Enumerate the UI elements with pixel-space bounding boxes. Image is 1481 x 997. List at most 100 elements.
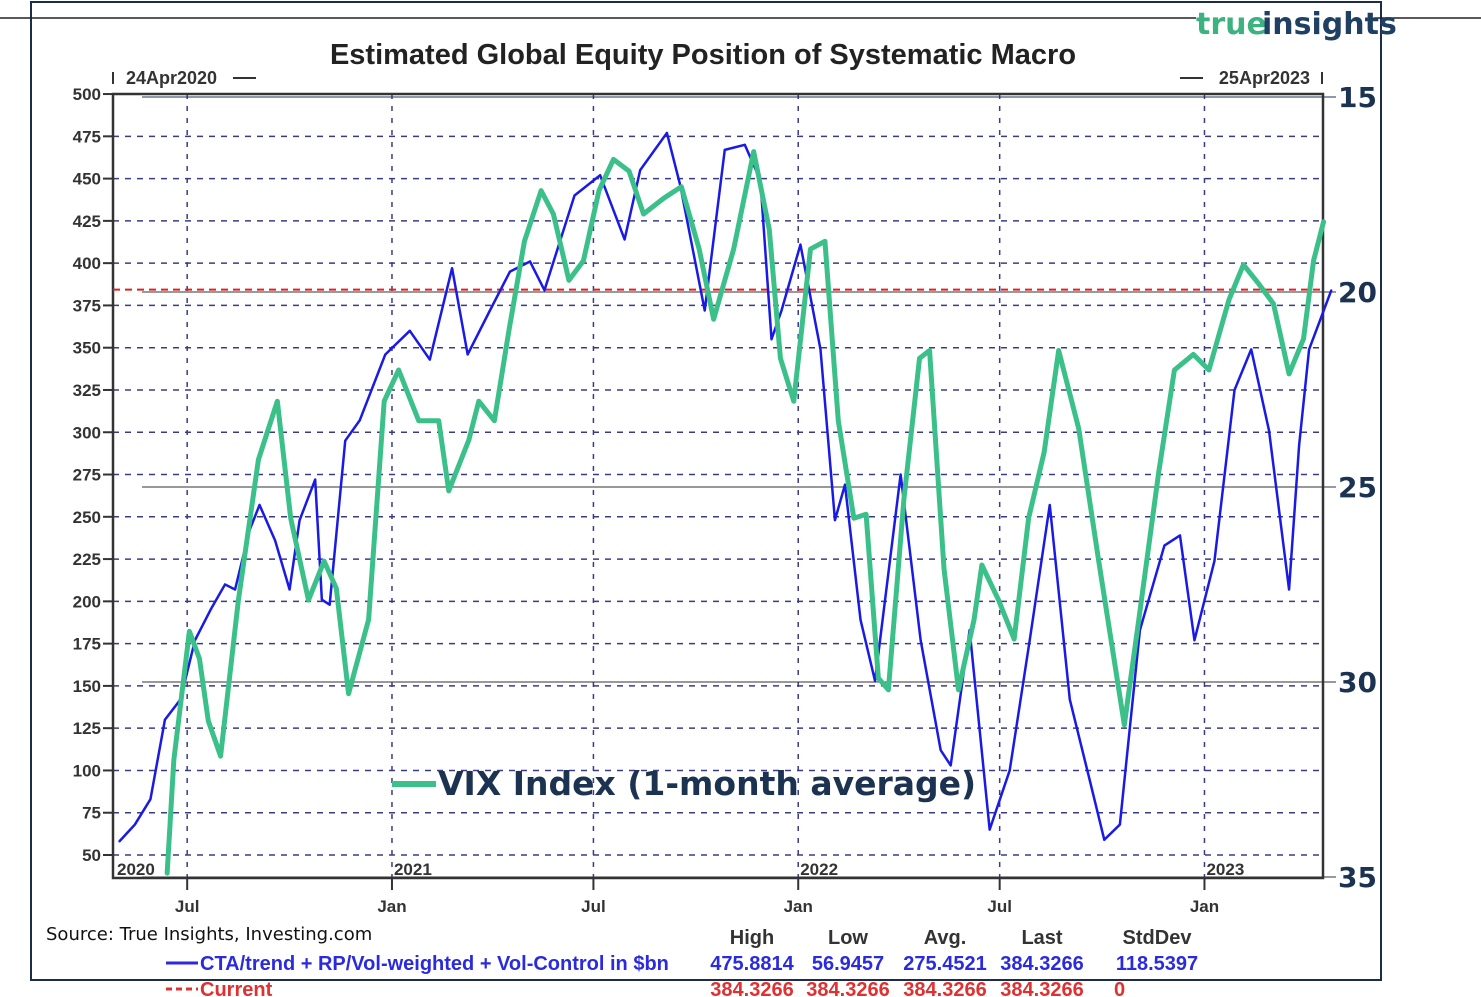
position-point (743, 143, 746, 146)
position-point (949, 764, 952, 767)
y-tick-label: 225 (73, 550, 101, 569)
vix-point (697, 247, 702, 252)
vix-point (641, 212, 646, 216)
vix-point (876, 676, 881, 681)
vix-point (566, 278, 571, 283)
vix-point (522, 239, 527, 244)
y-tick-label: 400 (73, 254, 101, 273)
position-point (843, 483, 846, 486)
current-legend-label: Current (200, 979, 273, 997)
position-point (939, 749, 942, 752)
chart-title: Estimated Global Equity Position of Syst… (330, 39, 1076, 71)
position-point (508, 270, 511, 273)
position-point (1308, 348, 1311, 351)
y-tick-label: 150 (73, 677, 101, 696)
y-tick-label: 100 (73, 761, 101, 780)
vix-point (236, 598, 241, 603)
position-legend-label: CTA/trend + RP/Vol-weighted + Vol-Contro… (200, 953, 669, 975)
vix-tick-label: 30 (1338, 666, 1377, 699)
vix-point (506, 329, 511, 333)
vix-point (661, 196, 666, 201)
y-tick-label: 350 (73, 339, 101, 358)
position-point (320, 598, 323, 601)
position-point (288, 588, 291, 591)
start-date-label: 24Apr2020 (126, 68, 217, 88)
vix-point (1257, 282, 1262, 287)
vix-point (346, 691, 351, 696)
vix-point (322, 559, 327, 564)
position-point (1288, 588, 1291, 591)
x-tick-label: Jul (987, 897, 1012, 916)
vix-point (942, 566, 947, 571)
position-point (488, 309, 491, 312)
year-label: 2022 (800, 860, 838, 879)
vix-point (711, 317, 716, 322)
position-point (466, 353, 469, 356)
vix-point (1136, 617, 1141, 622)
y-tick-label: 375 (73, 296, 101, 315)
vix-point (731, 247, 736, 252)
vix-point (901, 496, 906, 501)
position-point (819, 348, 822, 351)
position-point (543, 289, 546, 292)
vix-point (539, 188, 544, 193)
stats-table: High 475.8814 384.3266 Low 56.9457 384.3266 Av… (710, 927, 1198, 997)
vix-point (1311, 258, 1316, 263)
logo-insights: insights (1262, 7, 1397, 42)
vix-point (197, 656, 202, 661)
position-point (799, 243, 802, 246)
vix-point (972, 617, 977, 622)
vix-point (996, 598, 1001, 603)
position-point (149, 798, 152, 801)
y-tick-label: 450 (73, 170, 101, 189)
stats-header: StdDev (1123, 927, 1193, 949)
position-point (874, 679, 877, 682)
position-point (919, 639, 922, 642)
year-label: 2021 (394, 860, 432, 879)
y-axis: 50 75 100 125 150 175 200 225 250 275 300 325 350 375… (73, 85, 113, 865)
position-point (428, 358, 431, 361)
stats-header: Avg. (924, 927, 967, 949)
vix-point (334, 586, 339, 591)
end-date-label: 25Apr2023 (1219, 68, 1310, 88)
vix-point (171, 758, 176, 762)
vix-tick-label: 35 (1338, 861, 1377, 894)
position-point (1193, 639, 1196, 642)
position-point (1213, 559, 1216, 562)
position-point (623, 238, 626, 241)
vix-point (1172, 368, 1177, 372)
position-point (1233, 388, 1236, 391)
vix-point (751, 149, 756, 154)
logo-backdrop (1196, 6, 1374, 44)
stats-position-value: 56.9457 (812, 953, 884, 975)
stats-current-value: 0 (1114, 979, 1125, 997)
vix-point (1122, 722, 1127, 727)
vix-point (679, 184, 684, 189)
vix-point (396, 368, 401, 372)
position-point (770, 338, 773, 341)
vix-point (275, 399, 280, 404)
position-point (258, 503, 261, 506)
position-point (384, 353, 387, 356)
position-point (1068, 698, 1071, 701)
vix-point (551, 212, 556, 216)
stats-header: Last (1021, 927, 1062, 949)
position-point (1118, 823, 1121, 826)
stats-position-value: 384.3266 (1000, 953, 1083, 975)
vix-point (288, 516, 293, 521)
vix-point (218, 754, 223, 759)
outer-frame (30, 1, 1382, 981)
position-point (1330, 289, 1333, 292)
vix-point (306, 598, 311, 603)
vix-point (1226, 297, 1231, 302)
position-point (703, 309, 706, 312)
position-point (599, 174, 602, 177)
y-tick-label: 275 (73, 466, 101, 485)
position-point (1178, 534, 1181, 537)
position-point (1088, 779, 1091, 782)
y-tick-label: 50 (82, 846, 101, 865)
position-point (234, 588, 237, 591)
vix-point (416, 418, 421, 423)
position-point (1028, 639, 1031, 642)
x-tick-label: Jan (1190, 897, 1219, 916)
